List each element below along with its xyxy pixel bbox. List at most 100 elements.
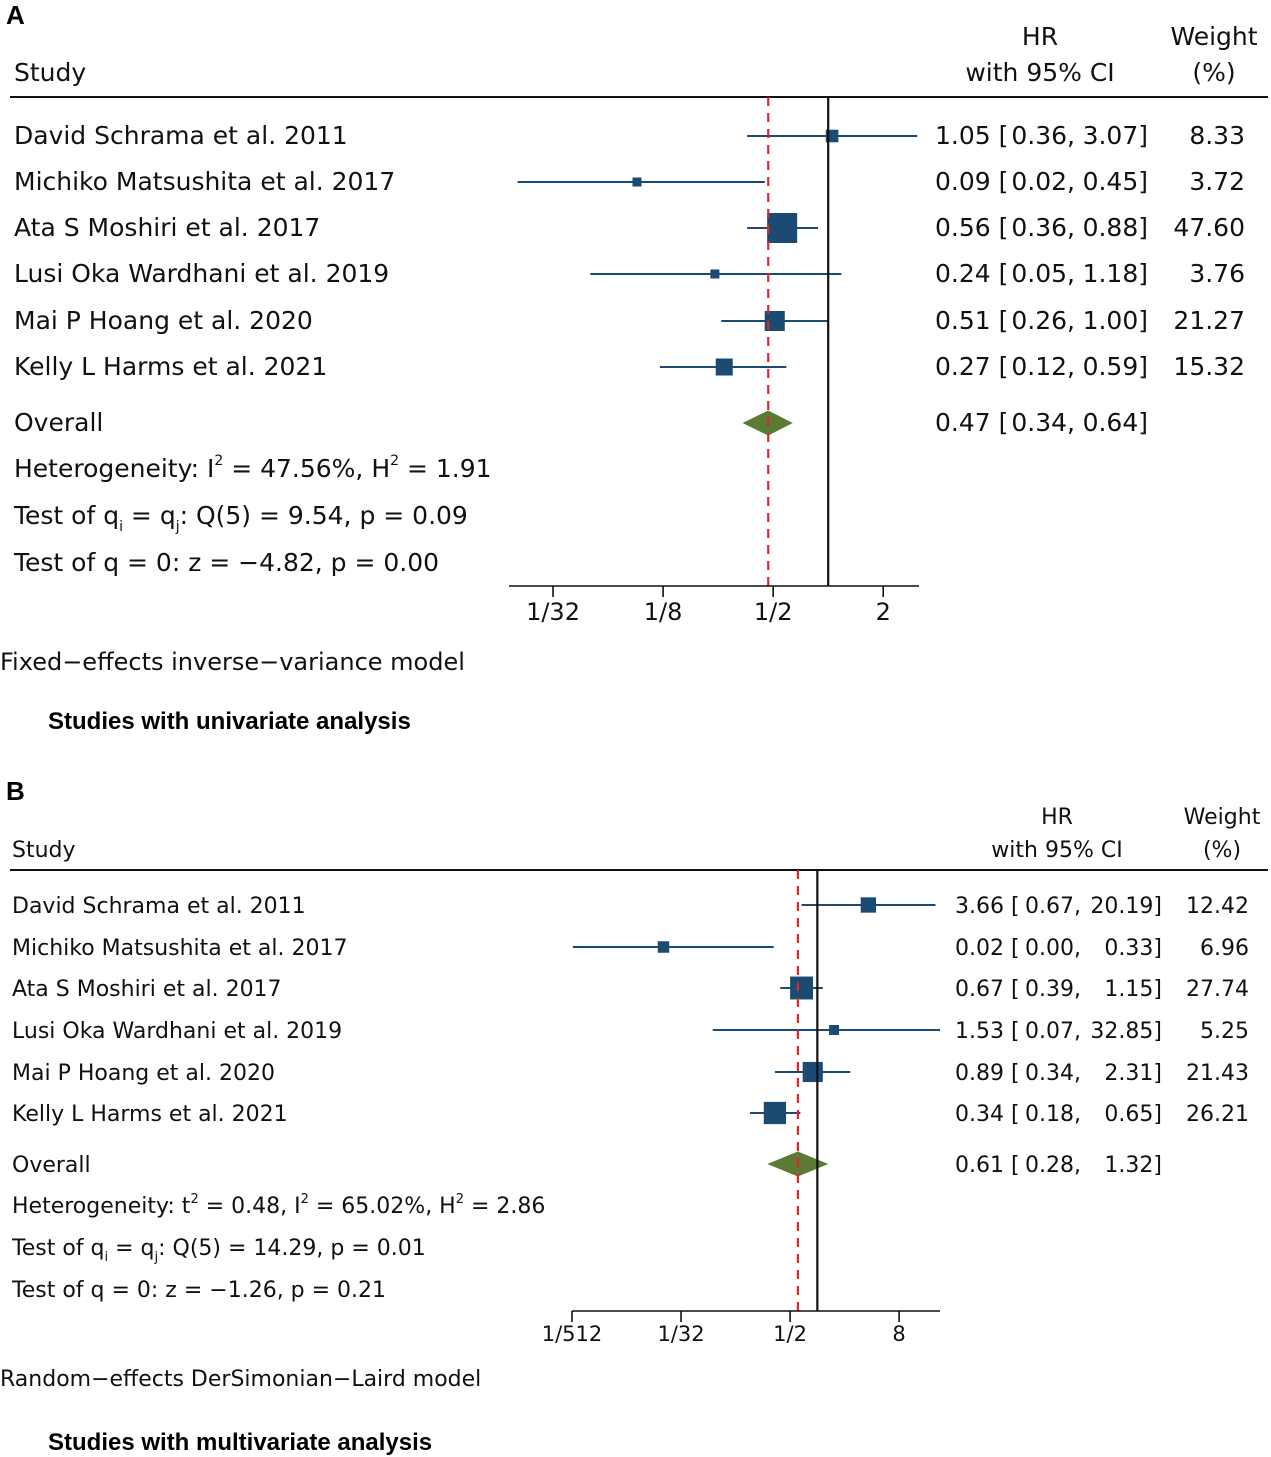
effect-marker (632, 177, 642, 187)
effect-marker (657, 941, 670, 953)
panel-b: B HR with 95% CI Weight (%) Study David … (0, 776, 1268, 1456)
x-tick-label: 1/512 (542, 1322, 603, 1346)
hr-value: 0.24 [ (935, 259, 1008, 288)
x-tick-label: 2 (876, 598, 891, 626)
effect-marker (763, 1101, 787, 1125)
effect-marker (710, 269, 720, 279)
study-name: Michiko Matsushita et al. 2017 (12, 936, 348, 961)
study-name: Mai P Hoang et al. 2020 (12, 1061, 275, 1086)
hr-value: 0.02 [ (955, 936, 1020, 961)
ci-upper: 1.18] (1083, 259, 1148, 288)
study-name: Mai P Hoang et al. 2020 (14, 306, 313, 335)
ci-lower: 0.67, (1025, 894, 1081, 919)
ci-lower: 0.36, (1011, 121, 1075, 150)
ci-lower: 0.05, (1011, 259, 1075, 288)
weight-value: 3.76 (1189, 259, 1245, 288)
effect-marker (860, 897, 877, 913)
ci-upper: 0.45] (1083, 167, 1148, 196)
ci-lower: 0.02, (1011, 167, 1075, 196)
ci-lower: 0.36, (1011, 213, 1075, 242)
hr-value: 0.34 [ (955, 1102, 1020, 1127)
panel-a-caption: Studies with univariate analysis (48, 708, 411, 735)
study-name: Kelly L Harms et al. 2021 (14, 352, 327, 381)
weight-value: 5.25 (1200, 1019, 1249, 1044)
homogeneity-test-stat: Test of qi = qj: Q(5) = 9.54, p = 0.09 (13, 501, 468, 535)
weight-value: 21.43 (1186, 1061, 1249, 1086)
x-tick-label: 1/2 (754, 598, 793, 626)
ci-upper: 0.65] (1104, 1102, 1162, 1127)
model-note: Random−effects DerSimonian−Laird model (0, 1367, 481, 1392)
study-name: Ata S Moshiri et al. 2017 (14, 213, 320, 242)
ci-upper: 1.32] (1104, 1153, 1162, 1178)
weight-value: 12.42 (1186, 894, 1249, 919)
ci-upper: 1.00] (1083, 306, 1148, 335)
ci-upper: 20.19] (1090, 894, 1162, 919)
weight-value: 27.74 (1186, 977, 1249, 1002)
ci-upper: 0.88] (1083, 213, 1148, 242)
study-rows: David Schrama et al. 2011 1.05 [0.36, 3.07… (14, 121, 1245, 437)
ci-lower: 0.39, (1025, 977, 1081, 1002)
hr-value: 3.66 [ (955, 894, 1020, 919)
weight-header-line2: (%) (1192, 58, 1235, 87)
homogeneity-test-stat: Test of qi = qj: Q(5) = 14.29, p = 0.01 (11, 1236, 426, 1265)
study-name: Lusi Oka Wardhani et al. 2019 (12, 1019, 342, 1044)
panel-a-label: A (6, 0, 25, 30)
hr-value: 1.53 [ (955, 1019, 1020, 1044)
x-tick-label: 1/32 (657, 1322, 704, 1346)
effect-marker (715, 358, 733, 376)
x-tick-label: 1/32 (526, 598, 580, 626)
hr-value: 0.47 [ (935, 408, 1008, 437)
panel-b-caption: Studies with multivariate analysis (48, 1429, 432, 1456)
hr-value: 0.61 [ (955, 1153, 1020, 1178)
ci-upper: 0.59] (1083, 352, 1148, 381)
weight-header-line1: Weight (1184, 805, 1261, 830)
effect-test-stat: Test of q = 0: z = −4.82, p = 0.00 (13, 548, 439, 577)
hr-value: 1.05 [ (935, 121, 1008, 150)
ci-lower: 0.12, (1011, 352, 1075, 381)
weight-value: 15.32 (1173, 352, 1245, 381)
ci-upper: 1.15] (1104, 977, 1162, 1002)
ci-upper: 32.85] (1090, 1019, 1162, 1044)
panel-a: A HR with 95% CI Weight (%) Study David … (0, 0, 1268, 735)
effect-marker (790, 976, 814, 1000)
study-name: Michiko Matsushita et al. 2017 (14, 167, 395, 196)
hr-header-line1: HR (1041, 805, 1073, 830)
effect-marker (802, 1061, 823, 1083)
plot-area: 1/512 1/32 1/2 8 (542, 870, 940, 1346)
ci-upper: 0.33] (1104, 936, 1162, 961)
overall-label: Overall (12, 1153, 91, 1178)
heterogeneity-stat: Heterogeneity: t2 = 0.48, I2 = 65.02%, H… (12, 1192, 545, 1219)
study-name: Lusi Oka Wardhani et al. 2019 (14, 259, 389, 288)
hr-value: 0.09 [ (935, 167, 1008, 196)
ci-upper: 2.31] (1104, 1061, 1162, 1086)
weight-value: 26.21 (1186, 1102, 1249, 1127)
heterogeneity-stat: Heterogeneity: I2 = 47.56%, H2 = 1.91 (14, 453, 492, 483)
ci-lower: 0.28, (1025, 1153, 1081, 1178)
ci-upper: 3.07] (1083, 121, 1148, 150)
overall-label: Overall (14, 408, 103, 437)
weight-value: 21.27 (1173, 306, 1245, 335)
study-header: Study (14, 58, 86, 87)
hr-value: 0.67 [ (955, 977, 1020, 1002)
weight-header-line1: Weight (1170, 22, 1257, 51)
x-tick-label: 1/8 (644, 598, 683, 626)
ci-lower: 0.34, (1025, 1061, 1081, 1086)
study-name: Ata S Moshiri et al. 2017 (12, 977, 282, 1002)
study-name: David Schrama et al. 2011 (12, 894, 306, 919)
study-rows: David Schrama et al. 2011 3.66 [0.67, 20.1… (12, 894, 1249, 1178)
model-note: Fixed−effects inverse−variance model (0, 648, 465, 676)
ci-lower: 0.34, (1011, 408, 1075, 437)
study-header: Study (12, 838, 76, 863)
ci-lower: 0.00, (1025, 936, 1081, 961)
effect-marker (764, 310, 785, 332)
weight-value: 3.72 (1189, 167, 1245, 196)
weight-value: 8.33 (1189, 121, 1245, 150)
hr-value: 0.56 [ (935, 213, 1008, 242)
effect-marker (767, 213, 798, 243)
hr-value: 0.89 [ (955, 1061, 1020, 1086)
panel-b-label: B (6, 776, 25, 806)
plot-area: 1/32 1/8 1/2 2 (509, 97, 919, 626)
hr-value: 0.51 [ (935, 306, 1008, 335)
ci-lower: 0.18, (1025, 1102, 1081, 1127)
